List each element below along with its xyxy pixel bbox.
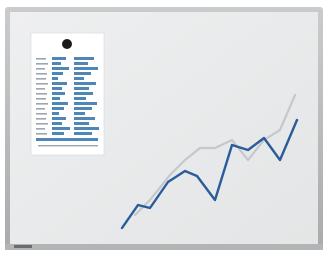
pen-tray — [5, 244, 323, 250]
paper-sheet — [31, 33, 104, 155]
text-line — [36, 123, 48, 125]
bar — [74, 82, 96, 85]
text-line — [36, 108, 45, 110]
text-line — [36, 83, 48, 85]
bar — [74, 117, 95, 120]
bar — [74, 102, 97, 105]
bar — [52, 92, 65, 95]
text-line — [36, 103, 48, 105]
bar — [52, 102, 68, 105]
bar — [52, 97, 60, 100]
bar — [74, 107, 92, 110]
bar — [74, 67, 98, 70]
bar — [52, 127, 70, 130]
text-line — [36, 128, 45, 130]
bar — [52, 87, 62, 90]
bar — [52, 82, 67, 85]
whiteboard-photo — [0, 0, 328, 257]
text-line — [36, 98, 46, 100]
text-line — [36, 63, 48, 65]
bar — [74, 127, 99, 130]
bar — [74, 77, 84, 80]
bar — [52, 72, 63, 75]
bar — [74, 112, 85, 115]
bar — [52, 107, 64, 110]
magnet — [62, 39, 72, 49]
bar — [74, 62, 88, 65]
text-line — [38, 145, 98, 146]
brand-label — [14, 245, 32, 248]
body — [0, 0, 328, 257]
bar — [74, 97, 86, 100]
text-line — [36, 68, 45, 70]
bar — [52, 122, 62, 125]
bar — [52, 112, 59, 115]
bar — [52, 67, 69, 70]
text-line — [36, 58, 46, 60]
bar — [52, 77, 58, 80]
text-line — [36, 78, 46, 80]
text-line — [36, 88, 45, 90]
bar — [74, 87, 89, 90]
bar — [52, 117, 66, 120]
text-line — [36, 133, 47, 135]
text-line — [36, 93, 47, 95]
bar — [74, 57, 94, 60]
bar — [52, 62, 61, 65]
bar — [74, 132, 92, 135]
bar — [74, 72, 91, 75]
bar — [74, 122, 89, 125]
bar — [74, 92, 93, 95]
text-line — [36, 113, 47, 115]
bar — [36, 138, 98, 141]
bar — [52, 132, 64, 135]
text-line — [36, 118, 46, 120]
text-line — [36, 73, 47, 75]
bar — [52, 57, 66, 60]
page: Whiteboard {} html, body { margin: 0; pa… — [0, 0, 328, 257]
